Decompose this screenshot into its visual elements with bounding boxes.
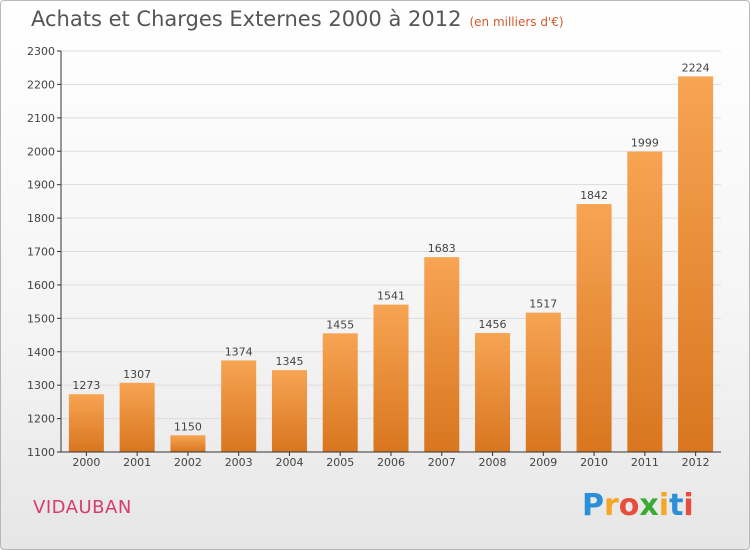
bar [119,382,155,452]
proxiti-logo: Proxiti [582,488,694,523]
logo-letter: t [669,488,684,523]
y-tick-label: 2000 [27,145,55,158]
bar-value-label: 1842 [580,189,608,202]
y-tick-label: 2100 [27,112,55,125]
bar-value-label: 1456 [479,318,507,331]
x-tick-label: 2009 [529,456,557,469]
x-tick-label: 2007 [428,456,456,469]
bar [525,312,561,452]
x-tick-label: 2012 [682,456,710,469]
bar-value-label: 1683 [428,242,456,255]
bar-value-label: 1517 [529,298,557,311]
bar-value-label: 1455 [326,318,354,331]
bar-value-label: 1345 [275,355,303,368]
y-tick-label: 1800 [27,212,55,225]
bar-value-label: 1273 [72,379,100,392]
x-tick-label: 2005 [326,456,354,469]
bar [68,394,104,452]
x-tick-label: 2000 [72,456,100,469]
bar [627,151,663,452]
x-tick-label: 2001 [123,456,151,469]
x-tick-label: 2008 [479,456,507,469]
town-name: VIDAUBAN [33,497,132,518]
y-tick-label: 2300 [27,45,55,58]
logo-letter: x [639,488,659,523]
chart-unit: (en milliers d'€) [469,15,564,29]
axes: 1100 1200 1300 1400 1500 1600 1700 1800 1900 2000… [27,45,721,469]
bars: 1273 1307 1150 1374 1345 1455 1541 1683 1456 1517… [68,61,714,452]
x-tick-label: 2002 [174,456,202,469]
bar-value-label: 1541 [377,290,405,303]
y-tick-label: 1400 [27,346,55,359]
x-tick-label: 2011 [631,456,659,469]
y-tick-label: 2200 [27,78,55,91]
bar [475,333,511,452]
bar [576,204,612,452]
y-tick-label: 1300 [27,379,55,392]
x-tick-label: 2010 [580,456,608,469]
logo-letter: P [582,488,604,523]
y-tick-label: 1100 [27,446,55,459]
logo-letter: r [604,488,619,523]
bar [170,435,206,452]
y-tick-label: 1500 [27,312,55,325]
chart-title: Achats et Charges Externes 2000 à 2012 (e… [31,7,564,31]
y-tick-label: 1600 [27,279,55,292]
bar [322,333,358,452]
logo-letter: i [683,488,694,523]
bar [678,76,714,452]
logo-letter: i [658,488,670,523]
bar-value-label: 1999 [631,137,659,150]
x-tick-label: 2003 [225,456,253,469]
y-tick-label: 1200 [27,413,55,426]
bar-value-label: 2224 [682,61,710,74]
bar-value-label: 1150 [174,420,202,433]
bar [424,257,460,452]
bar-value-label: 1307 [123,368,151,381]
bar [271,370,307,452]
bar [373,304,409,452]
chart-title-text: Achats et Charges Externes 2000 à 2012 [31,7,462,31]
bar [221,360,257,452]
y-tick-label: 1900 [27,179,55,192]
x-tick-label: 2006 [377,456,405,469]
x-tick-label: 2004 [275,456,303,469]
y-tick-label: 1700 [27,246,55,259]
bar-value-label: 1374 [225,345,253,358]
logo-letter: o [618,488,640,523]
